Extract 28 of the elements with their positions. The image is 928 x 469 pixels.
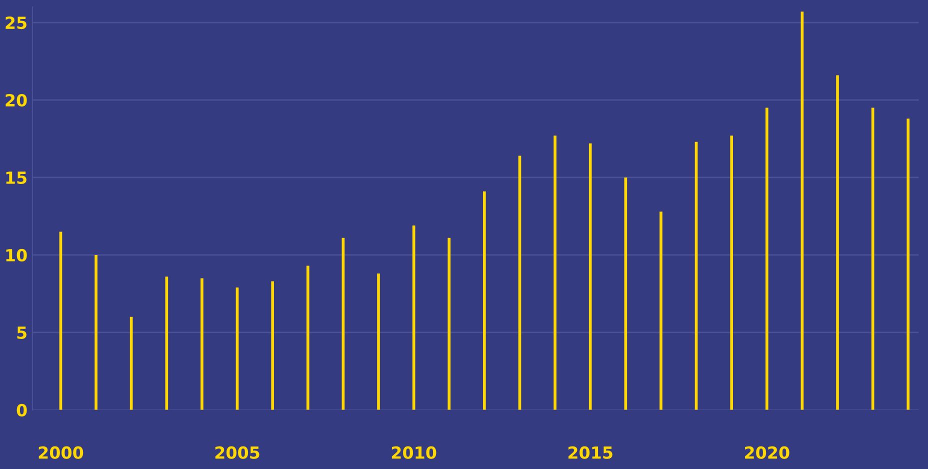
- x-tick-label: 2010: [392, 446, 436, 459]
- x-tick-label: 2015: [568, 446, 612, 459]
- bar: [906, 118, 910, 410]
- bar: [306, 266, 310, 410]
- bar: [624, 177, 628, 410]
- bar: [377, 274, 380, 410]
- x-tick-label: 2020: [745, 446, 790, 459]
- bar: [836, 75, 839, 410]
- y-tick-label: 20: [6, 94, 27, 107]
- bar: [730, 136, 733, 410]
- bar: [765, 108, 768, 410]
- bar: [94, 254, 98, 410]
- bar: [483, 191, 486, 410]
- y-tick-label: 10: [6, 248, 27, 262]
- bar: [448, 238, 451, 410]
- y-tick-label: 25: [6, 16, 26, 30]
- y-tick-label: 5: [17, 326, 26, 339]
- bar: [660, 212, 662, 410]
- y-tick-label: 15: [6, 172, 26, 184]
- y-tick-label: 0: [16, 404, 27, 416]
- bar: [588, 143, 592, 410]
- bar: [271, 281, 274, 410]
- bar: [554, 136, 556, 410]
- x-tick-label: 2005: [215, 446, 260, 459]
- bar: [200, 278, 204, 410]
- x-tick-label: 2000: [38, 446, 84, 459]
- bar: [130, 316, 133, 410]
- bar: [165, 276, 168, 410]
